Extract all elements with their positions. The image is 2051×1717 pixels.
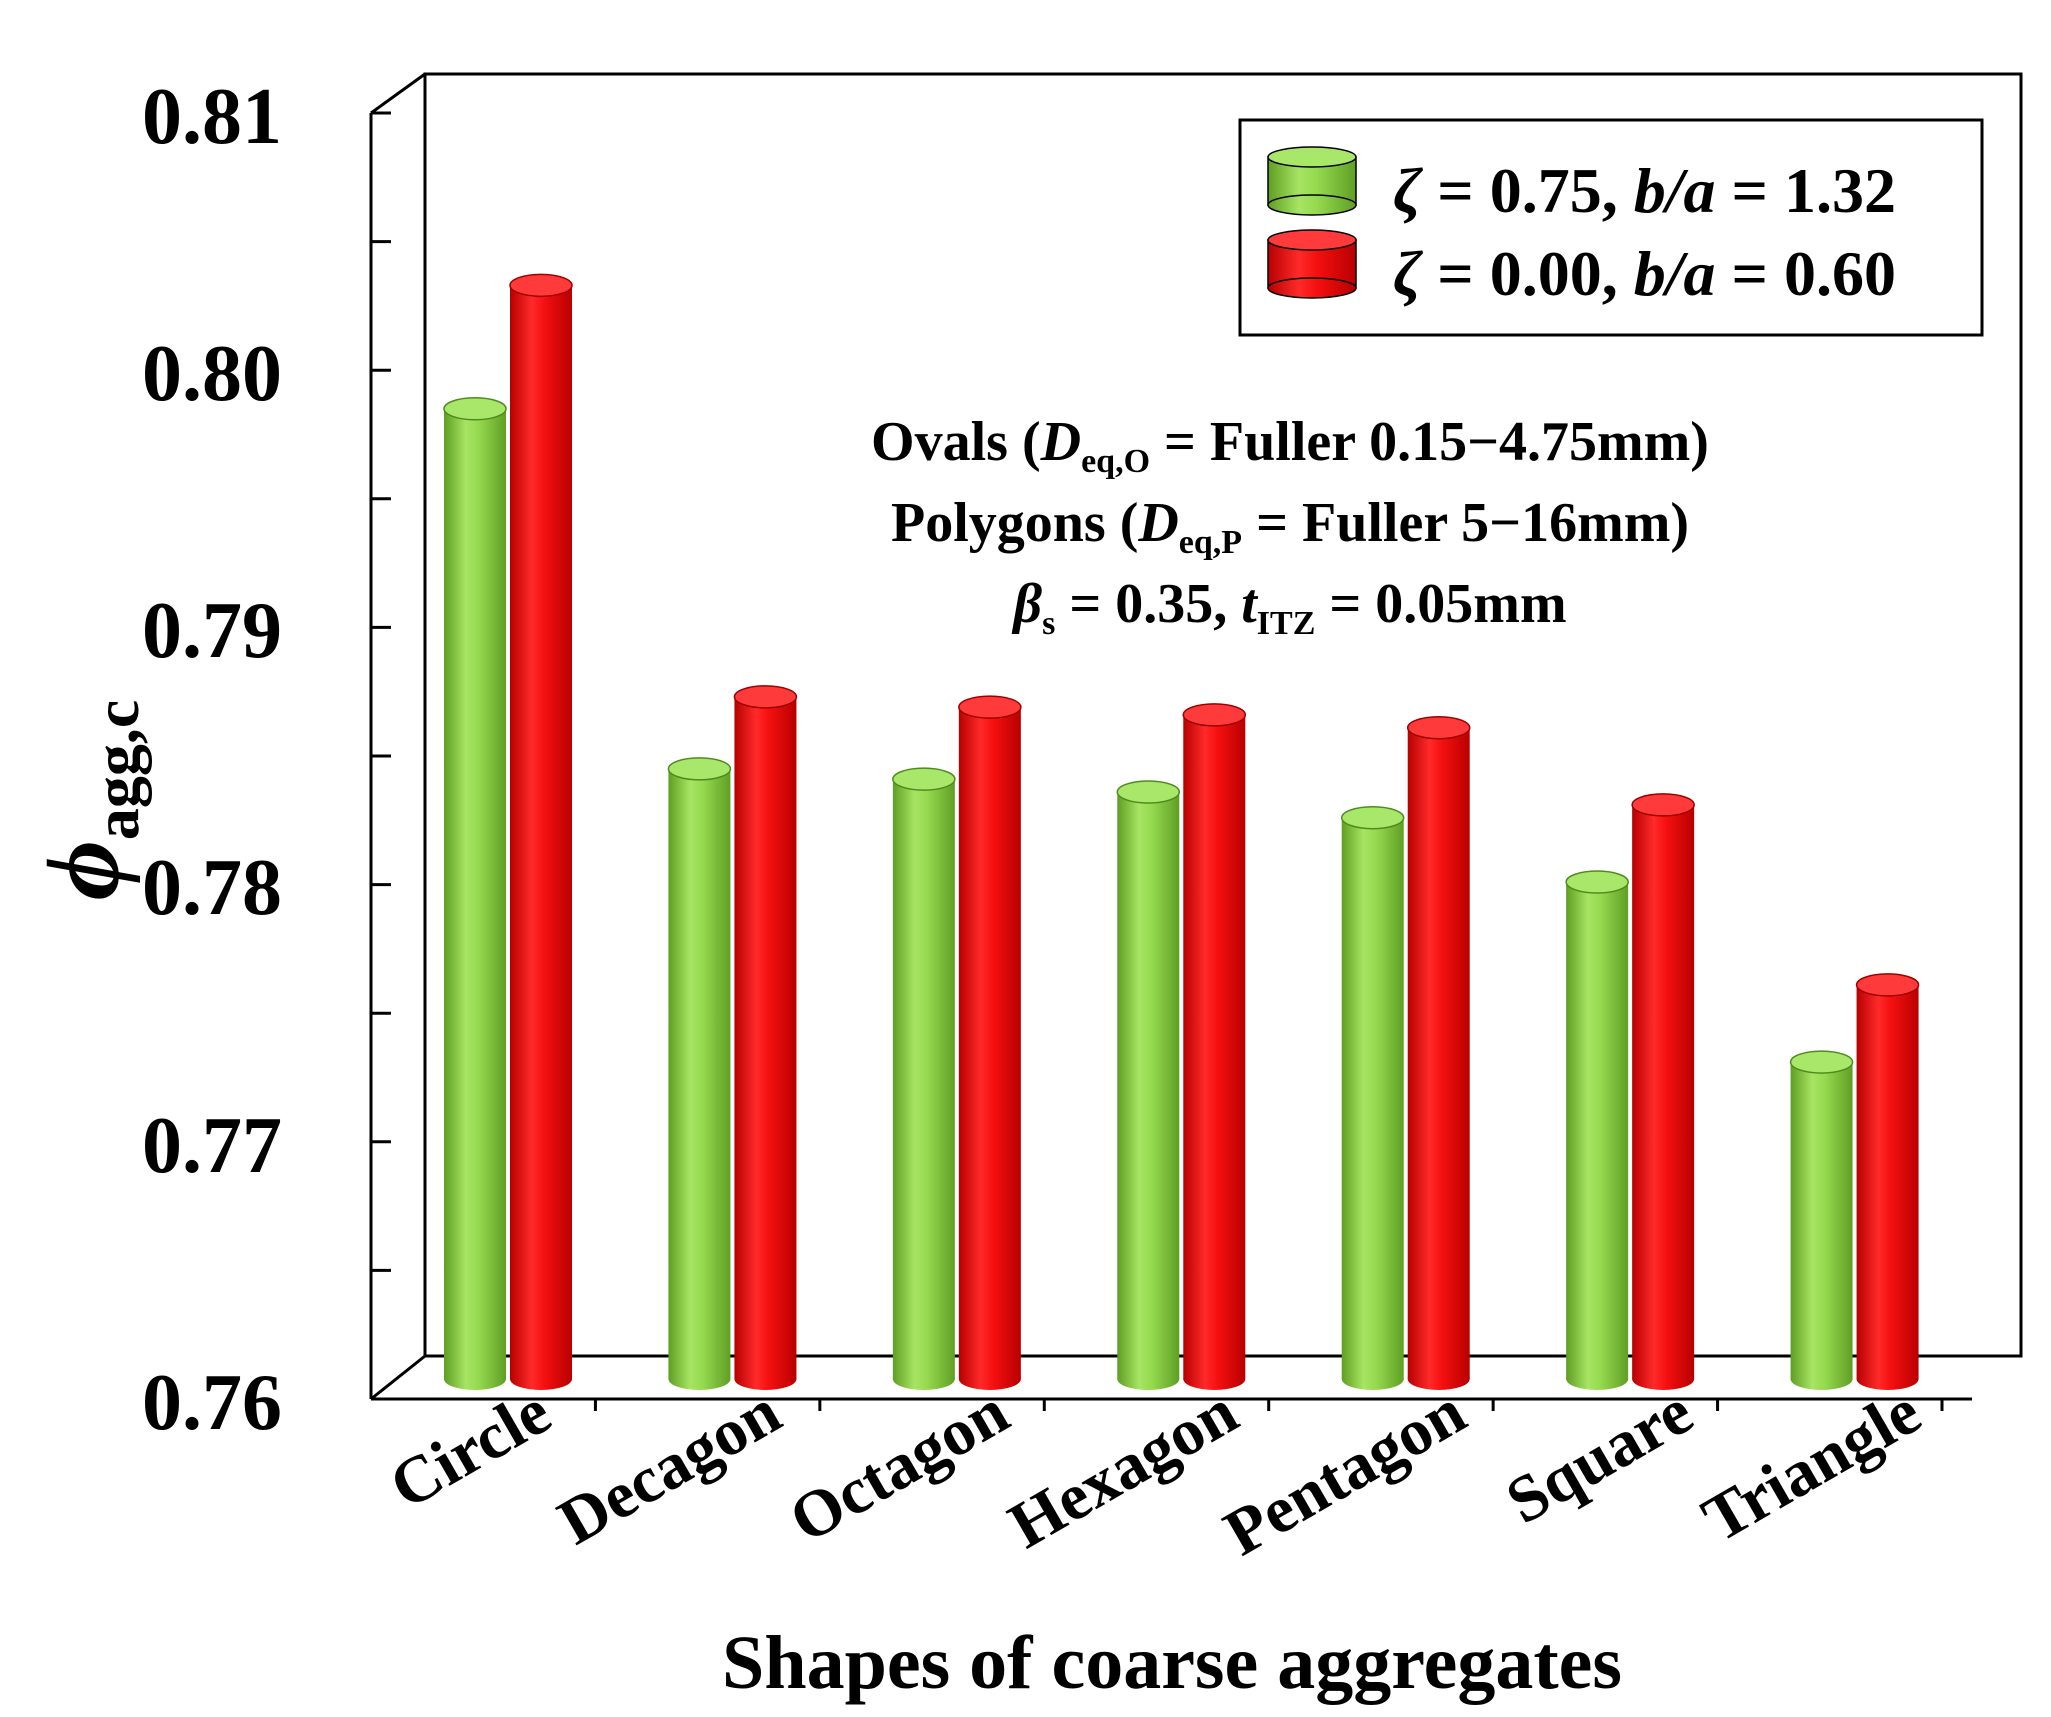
- bar-body: [1790, 1062, 1853, 1379]
- x-tick-label: Pentagon: [1212, 1375, 1477, 1570]
- bar-body: [958, 707, 1021, 1379]
- bar-cap: [1340, 805, 1405, 830]
- bar-base: [1407, 1368, 1470, 1390]
- y-tick-label: 0.78: [142, 844, 282, 932]
- legend-swatch: [1267, 229, 1357, 299]
- bar-body: [1117, 792, 1180, 1379]
- x-tick-label: Triangle: [1691, 1375, 1933, 1557]
- bar-base: [444, 1368, 506, 1390]
- y-tick-label: 0.76: [142, 1359, 282, 1447]
- legend-box: [1238, 118, 1984, 337]
- y-tick-label: 0.77: [142, 1102, 282, 1190]
- bar-body: [892, 779, 955, 1379]
- legend-swatch: [1267, 146, 1357, 216]
- bar-body: [1566, 882, 1629, 1379]
- y-axis-ticks: [371, 111, 391, 1401]
- x-tick-labels: Circle Decagon Octagon Hexagon Pentagon …: [378, 1375, 1933, 1570]
- legend-label-red: ζ = 0.00, b/a = 0.60: [1393, 238, 1896, 309]
- bars: [443, 273, 1920, 1390]
- bar-body: [444, 408, 506, 1379]
- y-tick-label: 0.80: [142, 330, 282, 418]
- bar-base: [1566, 1368, 1629, 1390]
- bar: [1406, 715, 1471, 1390]
- legend-swatches: [1267, 146, 1357, 299]
- bar-cap: [892, 767, 956, 791]
- x-tick-label: Decagon: [546, 1375, 792, 1559]
- annotation: Ovals (Deq,O = Fuller 0.15−4.75mm) Polyg…: [871, 411, 1709, 642]
- bar: [1116, 780, 1181, 1390]
- bar-body: [668, 768, 731, 1379]
- bar-cap: [1855, 973, 1920, 997]
- bar: [1565, 870, 1629, 1390]
- bar: [443, 397, 507, 1390]
- bar-base: [958, 1368, 1021, 1390]
- bar: [667, 757, 732, 1390]
- bar-body: [1407, 727, 1470, 1379]
- y-tick-label: 0.79: [142, 587, 282, 675]
- bar-cap: [1631, 793, 1695, 817]
- bar-base: [668, 1368, 731, 1390]
- frame-edge-bottom: [370, 1354, 426, 1401]
- bar: [733, 685, 798, 1390]
- bar-cap: [1406, 715, 1471, 740]
- svg-text:ϕagg,c: ϕagg,c: [26, 700, 152, 901]
- bar: [1340, 805, 1405, 1390]
- y-axis-symbol: ϕ: [26, 840, 141, 900]
- bar-base: [734, 1368, 797, 1390]
- bar-body: [1341, 817, 1404, 1379]
- annotation-line-1: Ovals (Deq,O = Fuller 0.15−4.75mm): [871, 411, 1709, 480]
- y-axis-title: ϕagg,c: [26, 700, 152, 901]
- bar: [1789, 1050, 1854, 1390]
- x-tick-label: Circle: [378, 1375, 563, 1524]
- bar-cap: [667, 757, 732, 781]
- bar-cap: [1182, 703, 1247, 727]
- bar-cap: [509, 273, 573, 298]
- bar-base: [1117, 1368, 1180, 1390]
- y-tick-labels: 0.76 0.77 0.78 0.79 0.80 0.81: [142, 73, 282, 1447]
- bar-base: [1341, 1368, 1404, 1390]
- bar: [1631, 793, 1695, 1390]
- bar-cap: [1789, 1050, 1854, 1074]
- bar-cap: [1116, 780, 1181, 804]
- y-axis-subscript: agg,c: [81, 700, 152, 840]
- legend: ζ = 0.75, b/a = 1.32 ζ = 0.00, b/a = 0.6…: [1238, 118, 1984, 337]
- bar: [958, 695, 1022, 1390]
- bar-body: [1183, 714, 1246, 1379]
- bar-body: [510, 285, 572, 1380]
- bar-base: [1632, 1368, 1695, 1390]
- x-tick-label: Hexagon: [997, 1375, 1249, 1563]
- annotation-line-2: Polygons (Deq,P = Fuller 5−16mm): [891, 492, 1689, 561]
- bar: [1855, 973, 1920, 1390]
- bar-body: [1632, 804, 1695, 1379]
- bar: [1182, 703, 1247, 1390]
- bar: [892, 767, 956, 1390]
- bar-cap: [733, 685, 798, 709]
- bar-base: [1856, 1368, 1919, 1390]
- bar-base: [510, 1368, 572, 1390]
- x-axis-ticks: [593, 1399, 1944, 1411]
- bar: [509, 273, 573, 1390]
- x-tick-label: Octagon: [778, 1375, 1021, 1557]
- x-axis-title: Shapes of coarse aggregates: [722, 1621, 1622, 1705]
- legend-label-green: ζ = 0.75, b/a = 1.32: [1393, 155, 1896, 226]
- frame-edge-top: [370, 72, 426, 115]
- bar-base: [1790, 1368, 1853, 1390]
- bar-cap: [1565, 870, 1629, 894]
- bar-cap: [443, 397, 507, 421]
- bar-body: [1856, 984, 1919, 1379]
- bar-base: [1183, 1368, 1246, 1390]
- y-tick-label: 0.81: [142, 73, 282, 161]
- bar-base: [892, 1368, 955, 1390]
- bar-body: [734, 696, 797, 1379]
- annotation-line-3: βs = 0.35, tITZ = 0.05mm: [1011, 573, 1566, 642]
- bar-cap: [958, 695, 1022, 719]
